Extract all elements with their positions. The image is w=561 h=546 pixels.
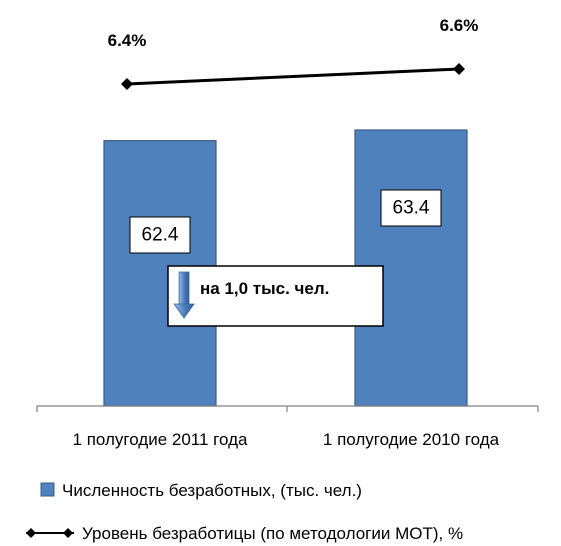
legend-marker-line [26,528,36,538]
bar-value-box-0 [129,216,191,254]
callout-text: на 1,0 тыс. чел. [200,279,329,298]
legend-label-bars: Численность безработных, (тыс. чел.) [62,481,362,500]
x-axis [36,405,539,412]
line-marker-0 [121,78,133,90]
line-path [126,67,460,86]
legend: Численность безработных, (тыс. чел.) Уро… [26,481,463,543]
legend-label-line: Уровень безработицы (по методологии МОТ)… [82,524,463,543]
legend-item-line: Уровень безработицы (по методологии МОТ)… [26,524,463,543]
line-value-label-2010: 6.6% [440,16,479,35]
bar-value-label-2011: 62.4 [142,225,179,246]
bar-value-box-1 [380,189,442,227]
line-value-label-2011: 6.4% [108,31,147,50]
legend-item-bars: Численность безработных, (тыс. чел.) [40,481,362,500]
legend-swatch-bars [40,482,55,497]
arrow-down-icon [173,271,195,319]
x-tick-label-2011: 1 полугодие 2011 года [73,430,248,449]
bar-value-label-2010: 63.4 [393,198,430,219]
bar-label-boxes [129,189,442,254]
change-callout: на 1,0 тыс. чел. [167,265,384,327]
line-series [121,63,465,90]
line-marker-1 [453,63,465,75]
x-tick-label-2010: 1 полугодие 2010 года [323,430,500,449]
